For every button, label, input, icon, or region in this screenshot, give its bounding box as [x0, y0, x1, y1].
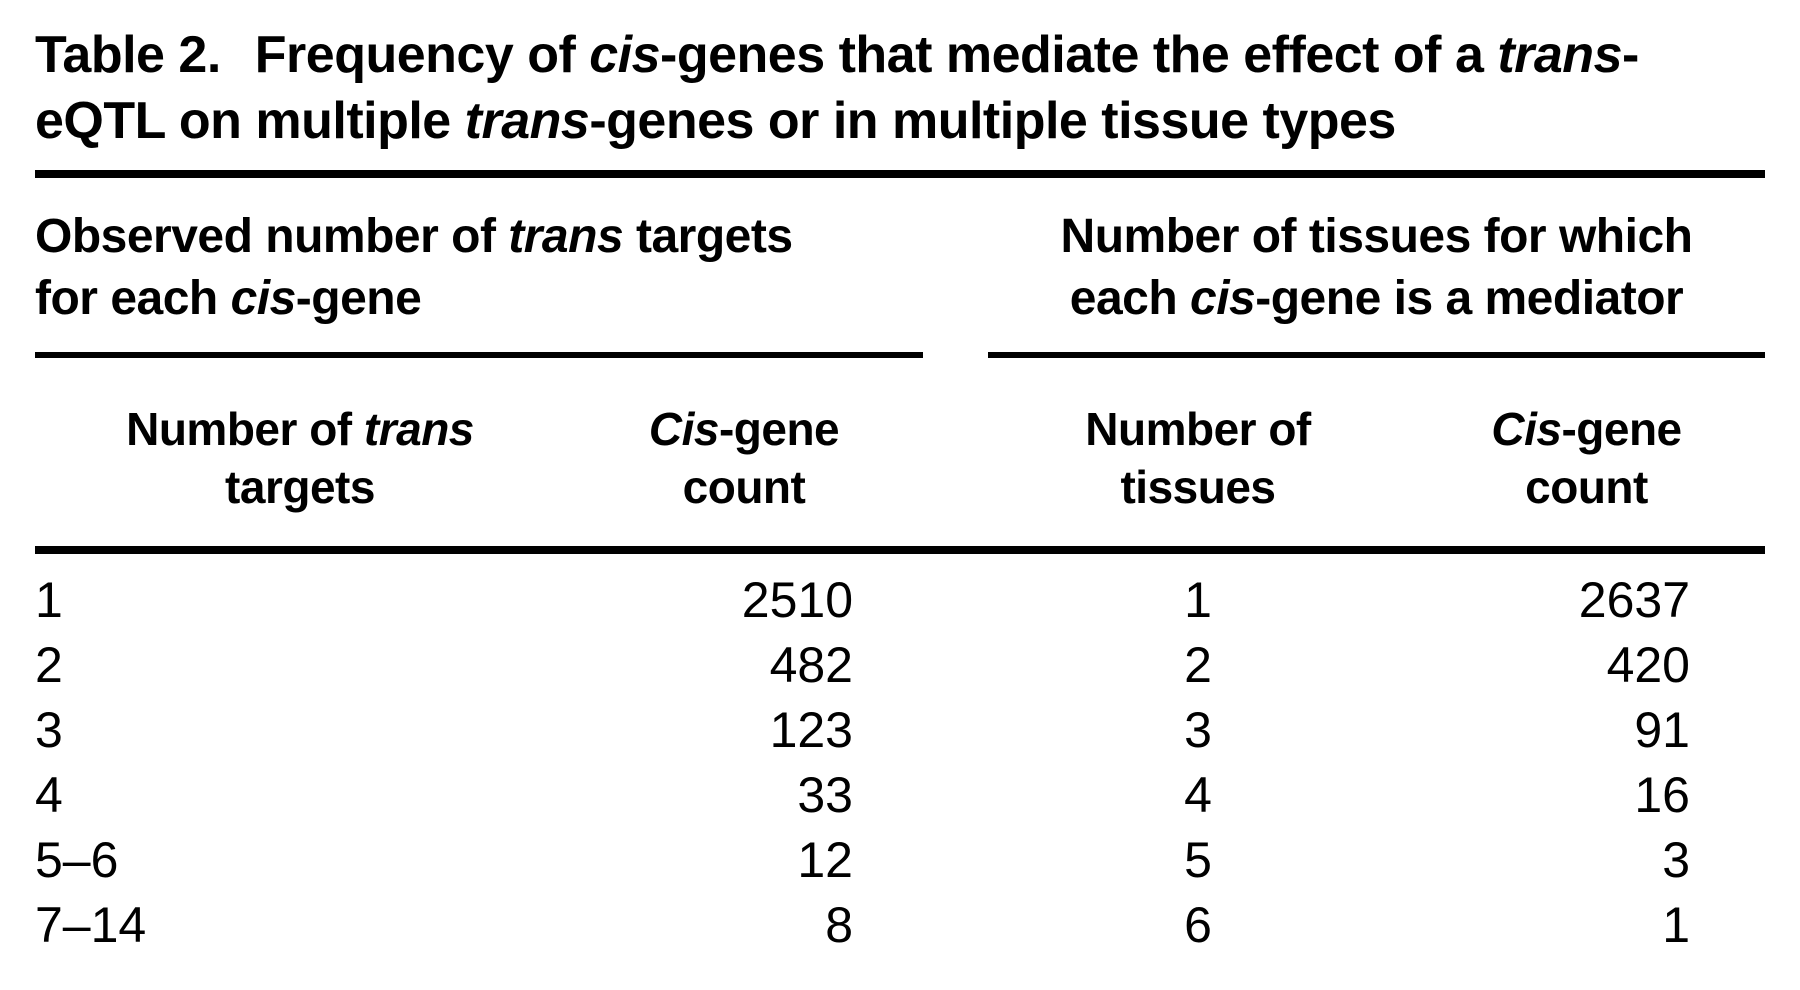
paper-table: Table 2. Frequency of cis-genes that medi… — [35, 22, 1765, 958]
column-header-cis-gene-count-right: Cis-gene count — [1491, 403, 1682, 513]
trans-italic: trans — [363, 403, 474, 455]
caption-line-1: Table 2. Frequency of cis-genes that medi… — [35, 26, 1639, 84]
table-row: 3 123 3 91 — [35, 698, 1765, 763]
trans-italic: trans — [1497, 26, 1622, 84]
cell-trans-targets: 5–6 — [35, 832, 119, 888]
table-row: 1 2510 1 2637 — [35, 568, 1765, 633]
cis-italic: cis — [230, 272, 297, 325]
cis-italic: Cis — [1491, 403, 1562, 455]
cell-num-tissues: 4 — [1184, 767, 1212, 823]
cell-gap — [923, 568, 988, 633]
table-row: 4 33 4 16 — [35, 763, 1765, 828]
cell-cis-gene-count: 482 — [769, 637, 853, 693]
column-header-row: Number of trans targets Cis-gene count N… — [35, 400, 1765, 516]
cell-cis-gene-count: 2637 — [1578, 572, 1690, 628]
group-header-row: Observed number of trans targets for eac… — [35, 206, 1765, 358]
group-left-line-1: Observed number of trans targets — [35, 210, 793, 263]
table-row: 7–14 8 6 1 — [35, 893, 1765, 958]
cell-gap — [923, 893, 988, 958]
trans-italic: trans — [508, 210, 624, 263]
column-header-num-tissues: Number of tissues — [1085, 403, 1311, 513]
cell-cis-gene-count: 2510 — [741, 572, 853, 628]
cell-cis-gene-count: 91 — [1634, 702, 1690, 758]
cell-trans-targets: 4 — [35, 767, 63, 823]
group-rule-left — [35, 352, 923, 358]
cell-cis-gene-count: 123 — [769, 702, 853, 758]
header-rule — [35, 546, 1765, 554]
cell-gap — [923, 763, 988, 828]
column-header-num-trans-targets: Number of trans targets — [126, 403, 474, 513]
column-gap — [923, 400, 988, 516]
table-body: 1 2510 1 2637 2 482 2 420 3 123 3 91 4 3… — [35, 568, 1765, 958]
cell-trans-targets: 7–14 — [35, 897, 147, 953]
cell-gap — [923, 698, 988, 763]
cell-cis-gene-count: 420 — [1606, 637, 1690, 693]
cell-num-tissues: 2 — [1184, 637, 1212, 693]
cell-gap — [923, 828, 988, 893]
cell-num-tissues: 1 — [1184, 572, 1212, 628]
group-header-trans-targets: Observed number of trans targets for eac… — [35, 206, 923, 358]
top-rule — [35, 170, 1765, 178]
cell-cis-gene-count: 8 — [825, 897, 853, 953]
cell-num-tissues: 5 — [1184, 832, 1212, 888]
group-title-right: Number of tissues for which each cis-gen… — [988, 206, 1765, 330]
cis-italic: cis — [1190, 272, 1256, 325]
caption-line-2: eQTL on multiple trans-genes or in multi… — [35, 92, 1396, 150]
cell-cis-gene-count: 16 — [1634, 767, 1690, 823]
group-left-line-2: for each cis-gene — [35, 272, 422, 325]
group-right-line-2: each cis-gene is a mediator — [1069, 272, 1684, 325]
column-header-cis-gene-count-left: Cis-gene count — [648, 403, 840, 513]
cell-cis-gene-count: 3 — [1662, 832, 1690, 888]
cis-italic: Cis — [648, 403, 720, 455]
cell-trans-targets: 1 — [35, 572, 63, 628]
cell-trans-targets: 2 — [35, 637, 63, 693]
table-caption: Table 2. Frequency of cis-genes that medi… — [35, 22, 1765, 154]
cell-trans-targets: 3 — [35, 702, 63, 758]
cell-cis-gene-count: 33 — [797, 767, 853, 823]
group-title-left: Observed number of trans targets for eac… — [35, 206, 923, 330]
table-row: 2 482 2 420 — [35, 633, 1765, 698]
cell-gap — [923, 633, 988, 698]
table-number-label: Table 2. — [35, 26, 221, 84]
table-row: 5–6 12 5 3 — [35, 828, 1765, 893]
group-right-line-1: Number of tissues for which — [1060, 210, 1693, 263]
cis-italic: cis — [589, 26, 661, 84]
group-header-tissues: Number of tissues for which each cis-gen… — [988, 206, 1765, 358]
group-rule-right — [988, 352, 1765, 358]
cell-num-tissues: 3 — [1184, 702, 1212, 758]
trans-italic: trans — [464, 92, 590, 150]
cell-cis-gene-count: 1 — [1662, 897, 1690, 953]
cell-num-tissues: 6 — [1184, 897, 1212, 953]
cell-cis-gene-count: 12 — [797, 832, 853, 888]
